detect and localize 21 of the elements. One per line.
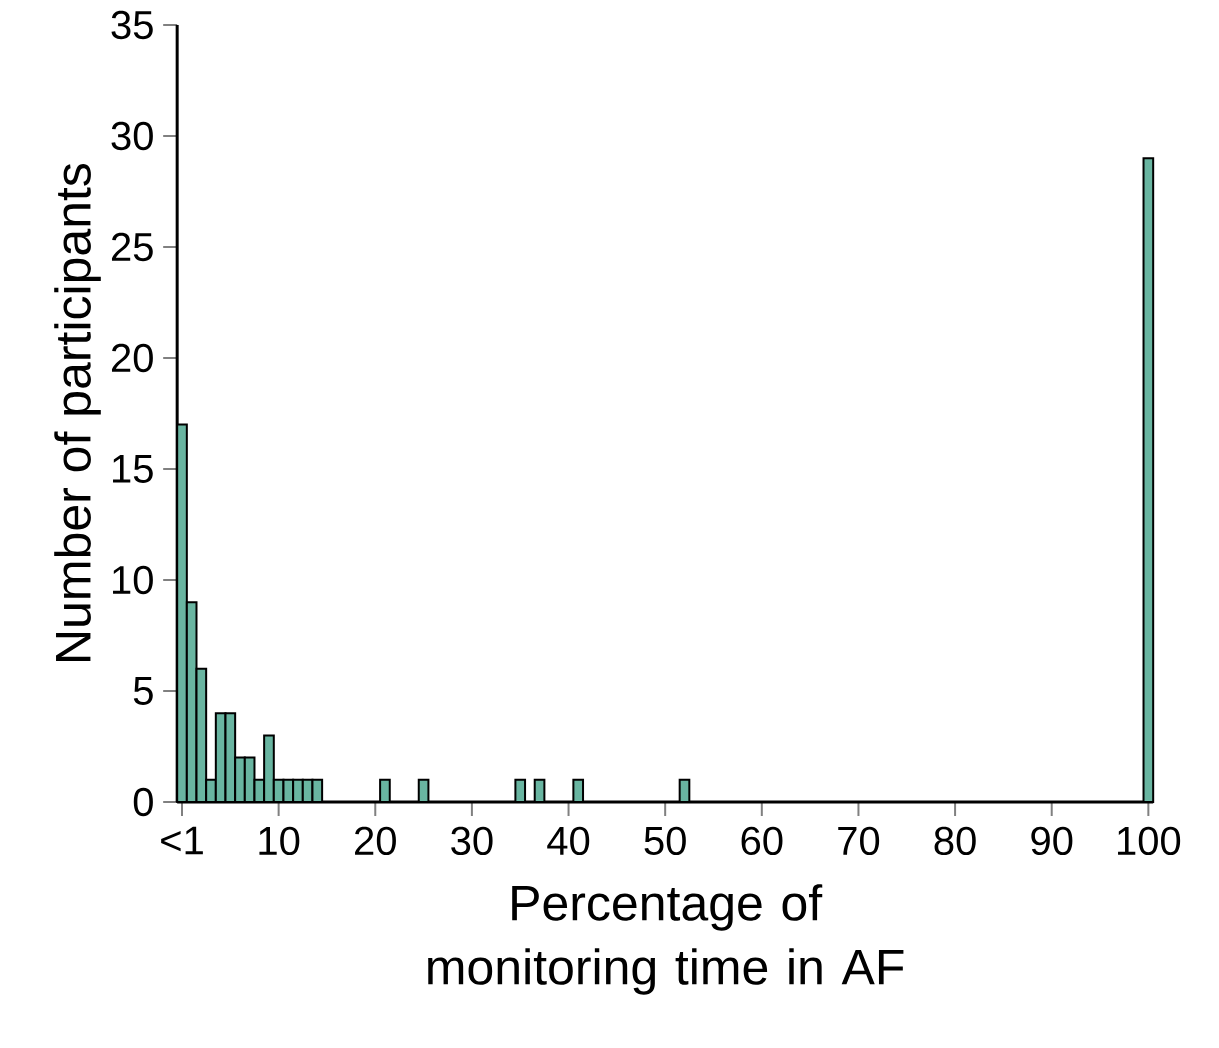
y-tick-label: 15	[113, 455, 153, 483]
y-tick-label: 10	[113, 565, 153, 595]
x-tick-label: 70	[838, 826, 880, 856]
y-tick-label: 30	[111, 121, 153, 151]
y-tick-label: 5	[133, 677, 153, 705]
x-tick-label: <1	[161, 826, 203, 855]
x-tick-label: 100	[1118, 826, 1181, 856]
x-tick-label: 10	[259, 826, 300, 856]
x-tick-label: 30	[451, 826, 493, 856]
x-tick-label: 50	[644, 826, 686, 856]
y-tick-label: 25	[111, 232, 153, 262]
y-tick-label: 20	[111, 343, 153, 373]
x-tick-label: 40	[547, 826, 590, 856]
x-tick-label: 80	[934, 826, 976, 856]
x-tick-label: 90	[1031, 826, 1073, 856]
x-axis-title: Percentage of monitoring time in AF	[428, 884, 904, 995]
x-tick-label: 60	[741, 826, 783, 856]
y-tick-label: 35	[111, 10, 153, 40]
y-tick-label: 0	[133, 787, 153, 817]
y-axis-title: Number of participants	[54, 163, 101, 661]
x-tick-label: 20	[355, 826, 396, 856]
